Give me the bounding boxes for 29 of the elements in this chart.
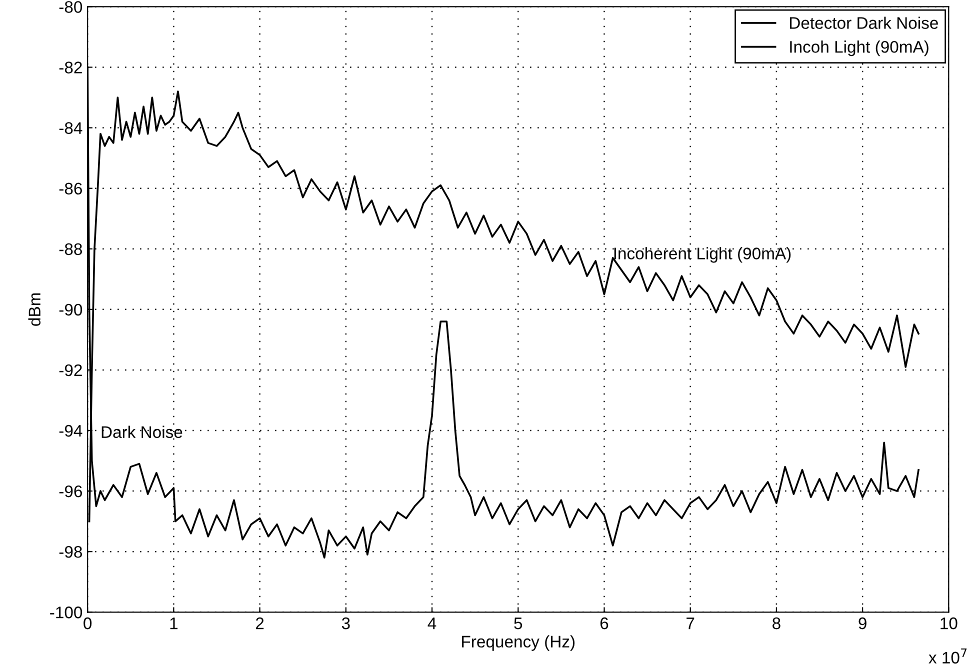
x-tick-label: 6: [600, 617, 608, 630]
y-tick-label: -94: [59, 424, 82, 437]
y-tick-label: -82: [59, 62, 82, 74]
x-tick-label: 1: [170, 618, 178, 630]
x-axis-title: Frequency (Hz): [462, 635, 575, 651]
x-tick-label: 2: [256, 617, 264, 630]
x-tick-label: 7: [686, 618, 694, 630]
y-tick-label: -84: [59, 122, 82, 134]
y-tick-label: -92: [59, 364, 82, 376]
x-tick-label: 3: [342, 617, 350, 630]
y-tick-label: -80: [59, 1, 82, 13]
y-tick-label: -88: [59, 243, 82, 256]
y-tick-label: -98: [59, 546, 82, 558]
legend-label: Detector Dark Noise: [790, 16, 938, 29]
x-tick-label: 9: [858, 617, 866, 630]
x-tick-label: 0: [84, 617, 92, 630]
x-tick-label: 4: [428, 618, 436, 630]
y-tick-label: -96: [59, 485, 82, 498]
y-tick-label: -90: [59, 304, 82, 316]
x-tick-label: 5: [514, 618, 522, 630]
annotation: Incoherent Light (90mA): [614, 247, 791, 263]
legend-label: Incoh Light (90mA): [790, 40, 928, 56]
x-tick-label: 10: [940, 617, 958, 630]
y-axis-title: dBm: [28, 293, 41, 326]
y-tick-label: -100: [50, 606, 82, 618]
y-tick-label: -86: [59, 182, 82, 195]
text: x 10$^{7}$: [928, 648, 967, 664]
annotation: Dark Noise: [102, 426, 182, 438]
x-tick-label: 8: [772, 617, 780, 630]
